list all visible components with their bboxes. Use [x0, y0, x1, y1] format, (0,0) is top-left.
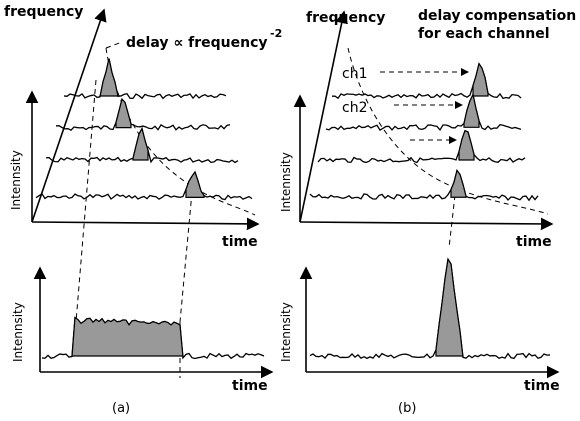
channel-label: ch2: [342, 100, 367, 116]
annotation: delay compensation: [418, 8, 576, 24]
pulse: [450, 169, 467, 198]
pulse: [99, 58, 119, 97]
dispersion-curve: [105, 47, 256, 216]
pulse: [435, 257, 464, 358]
axis-label: Intennsity: [9, 150, 23, 210]
time-axis: [31, 217, 260, 231]
traces: [35, 58, 551, 360]
axis-label: frequency: [4, 4, 83, 20]
signal-trace: [325, 92, 522, 132]
caption: (a): [112, 401, 130, 416]
axis-label: Intennsity: [279, 302, 293, 362]
pulse: [185, 170, 205, 198]
projection-line: [448, 194, 456, 249]
frequency-axis: [299, 10, 348, 223]
pulse: [458, 129, 475, 161]
annotation: delay ∝ frequency: [126, 35, 268, 51]
axis-label: time: [524, 378, 560, 394]
signal-trace: [309, 168, 539, 202]
frequency-axis: [31, 8, 107, 223]
signal-trace: [317, 129, 526, 164]
axis-label: time: [516, 234, 552, 250]
axis-label: time: [222, 234, 258, 250]
pulse: [472, 62, 489, 97]
axis-label: time: [232, 378, 268, 394]
projection-line: [75, 79, 97, 323]
signal-trace: [63, 58, 227, 100]
signal-trace: [309, 257, 551, 360]
projection-line: [179, 191, 193, 323]
signal-trace: [55, 97, 231, 131]
caption: (b): [398, 401, 416, 416]
dispersion-curve: [347, 47, 549, 215]
pulse: [463, 92, 480, 128]
axis-label: frequency: [306, 10, 385, 26]
leader-line: [105, 41, 123, 49]
channel-label: ch1: [342, 66, 367, 82]
annotation: for each channel: [418, 26, 550, 42]
signal-trace: [331, 62, 522, 100]
pulse: [115, 97, 132, 129]
axis-label: Intennsity: [11, 302, 25, 362]
pulse: [71, 316, 184, 358]
time-axis: [299, 217, 554, 231]
pulse: [132, 126, 149, 161]
annotation-exponent: -2: [270, 27, 282, 40]
axis-label: Intennsity: [279, 152, 293, 212]
signal-trace: [35, 170, 253, 201]
